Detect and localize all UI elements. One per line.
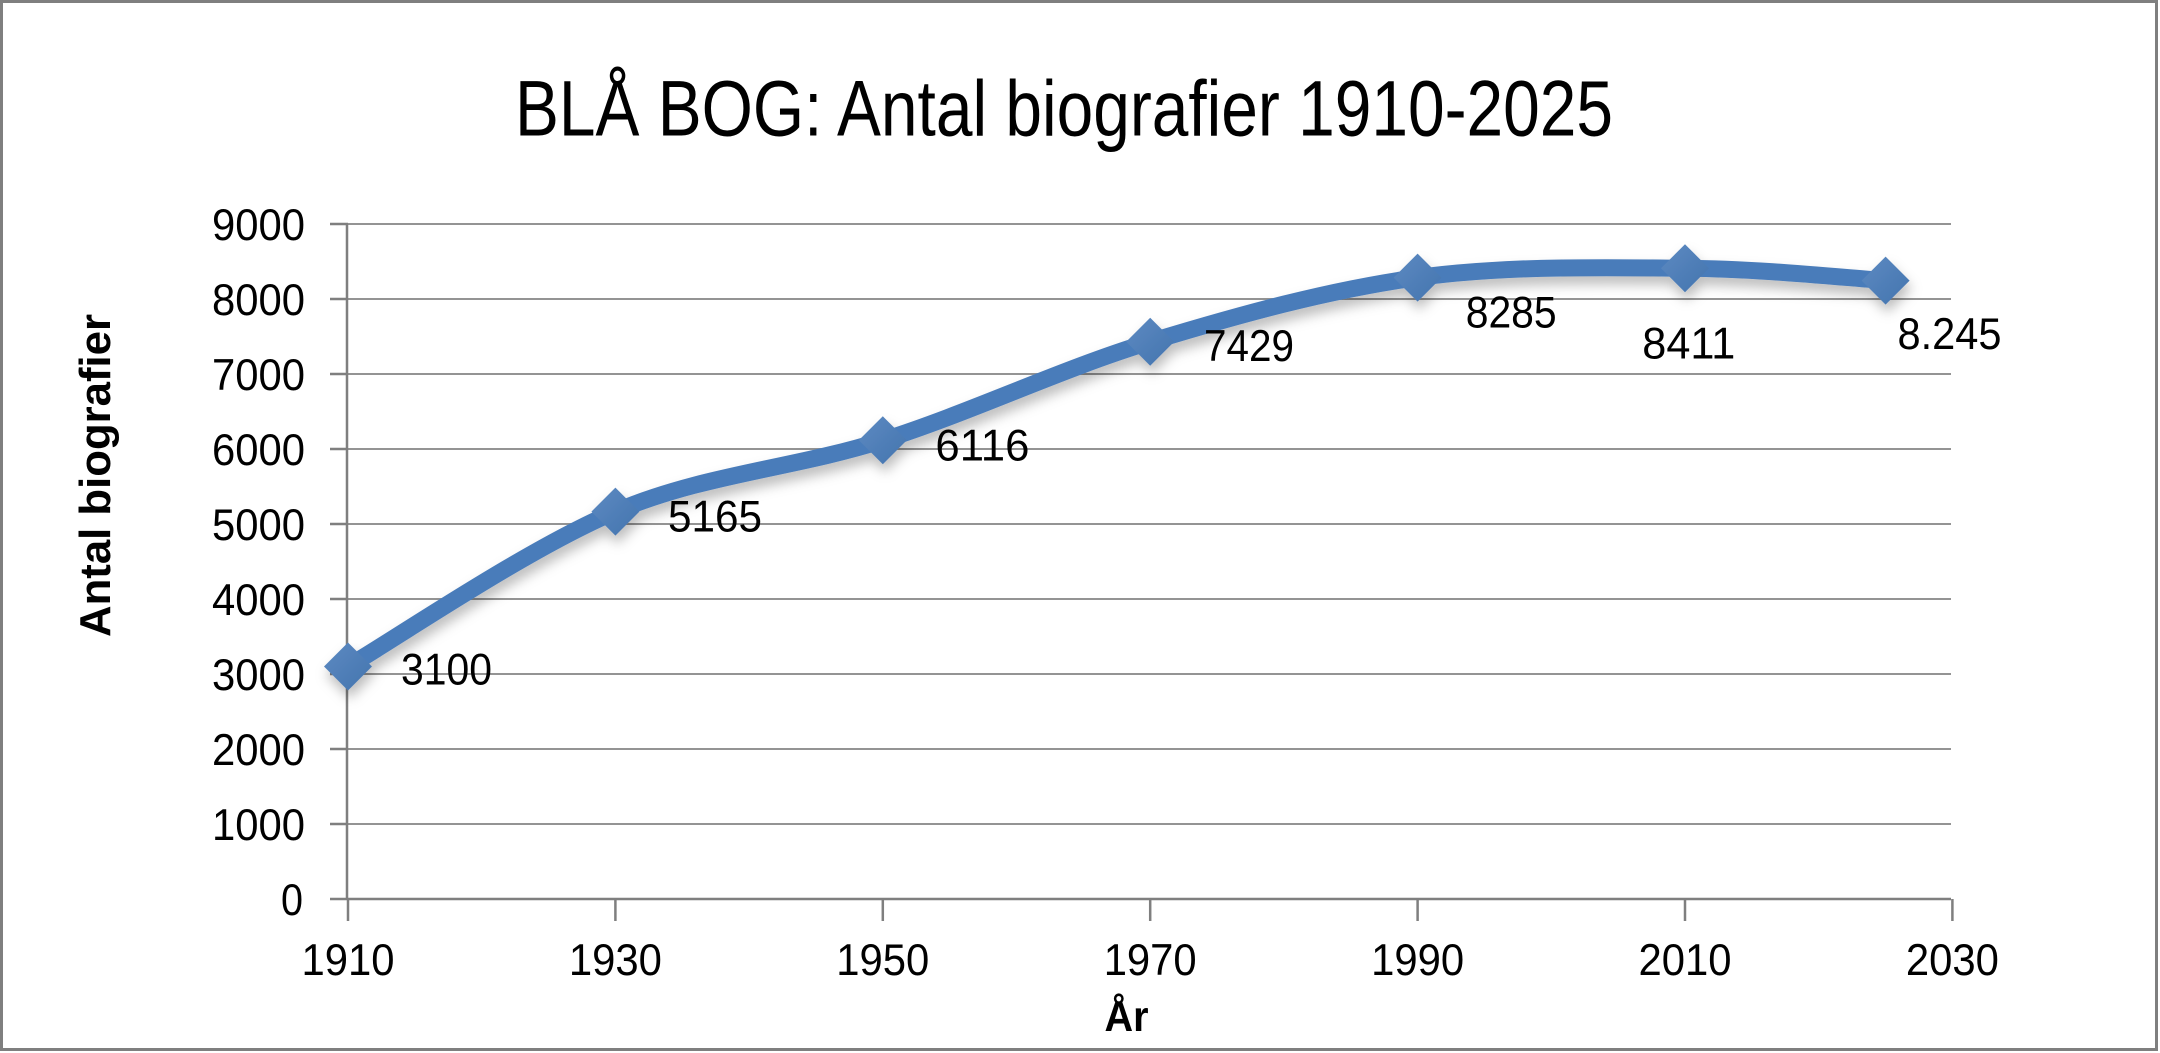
svg-text:1930: 1930 (569, 936, 662, 985)
svg-text:8000: 8000 (212, 276, 305, 325)
svg-text:1910: 1910 (302, 936, 395, 985)
svg-text:6000: 6000 (212, 426, 305, 475)
svg-text:8411: 8411 (1642, 320, 1735, 369)
svg-text:År: År (1105, 993, 1149, 1041)
svg-text:5000: 5000 (212, 501, 305, 550)
svg-text:7000: 7000 (212, 351, 305, 400)
svg-text:2000: 2000 (212, 726, 305, 775)
svg-text:1970: 1970 (1104, 936, 1197, 985)
svg-text:8.245: 8.245 (1898, 310, 2002, 359)
svg-text:1950: 1950 (836, 936, 929, 985)
svg-text:1000: 1000 (212, 801, 305, 850)
svg-text:9000: 9000 (212, 201, 305, 250)
svg-text:0: 0 (281, 876, 303, 925)
svg-text:4000: 4000 (212, 576, 305, 625)
svg-text:7429: 7429 (1204, 322, 1294, 371)
svg-text:8285: 8285 (1466, 288, 1557, 337)
svg-text:3100: 3100 (401, 646, 492, 695)
svg-text:2010: 2010 (1639, 936, 1732, 985)
svg-text:1990: 1990 (1371, 936, 1464, 985)
svg-text:BLÅ BOG: Antal biografier 1910: BLÅ BOG: Antal biografier 1910-2025 (515, 64, 1613, 153)
svg-text:2030: 2030 (1906, 936, 1999, 985)
svg-text:6116: 6116 (935, 422, 1029, 471)
svg-text:3000: 3000 (212, 651, 305, 700)
svg-text:Antal biografier: Antal biografier (71, 314, 120, 637)
svg-text:5165: 5165 (668, 493, 762, 542)
